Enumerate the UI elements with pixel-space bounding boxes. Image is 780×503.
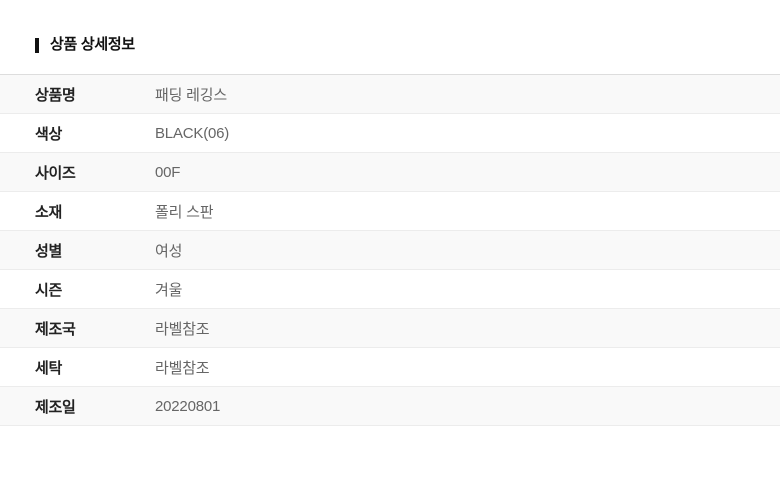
row-value: 00F bbox=[155, 163, 181, 181]
row-value: BLACK(06) bbox=[155, 124, 230, 142]
row-value: 라벨참조 bbox=[155, 359, 210, 377]
row-label: 제조국 bbox=[35, 320, 76, 338]
row-value: 여성 bbox=[155, 242, 183, 260]
row-value: 겨울 bbox=[155, 281, 183, 299]
table-row: 제조일 20220801 bbox=[0, 387, 780, 426]
row-label: 사이즈 bbox=[35, 164, 76, 182]
title-bar-marker bbox=[35, 37, 39, 53]
table-row: 세탁 라벨참조 bbox=[0, 348, 780, 387]
row-value: 라벨참조 bbox=[155, 320, 210, 338]
table-row: 성별 여성 bbox=[0, 231, 780, 270]
table-row: 상품명 패딩 레깅스 bbox=[0, 75, 780, 114]
table-row: 시즌 겨울 bbox=[0, 270, 780, 309]
section-title-text: 상품 상세정보 bbox=[50, 36, 135, 53]
row-label: 소재 bbox=[35, 203, 63, 221]
row-label: 세탁 bbox=[35, 359, 63, 377]
row-label: 성별 bbox=[35, 242, 63, 260]
section-title: 상품 상세정보 bbox=[35, 37, 780, 53]
product-detail-table: 상품명 패딩 레깅스 색상 BLACK(06) 사이즈 00F 소재 폴리 스판… bbox=[0, 74, 780, 426]
row-label: 제조일 bbox=[35, 398, 76, 416]
row-label: 색상 bbox=[35, 125, 63, 143]
row-value: 패딩 레깅스 bbox=[155, 86, 227, 104]
table-row: 소재 폴리 스판 bbox=[0, 192, 780, 231]
row-value: 폴리 스판 bbox=[155, 203, 214, 221]
table-row: 사이즈 00F bbox=[0, 153, 780, 192]
row-label: 상품명 bbox=[35, 86, 76, 104]
row-value: 20220801 bbox=[155, 397, 221, 415]
table-row: 색상 BLACK(06) bbox=[0, 114, 780, 153]
row-label: 시즌 bbox=[35, 281, 63, 299]
table-row: 제조국 라벨참조 bbox=[0, 309, 780, 348]
